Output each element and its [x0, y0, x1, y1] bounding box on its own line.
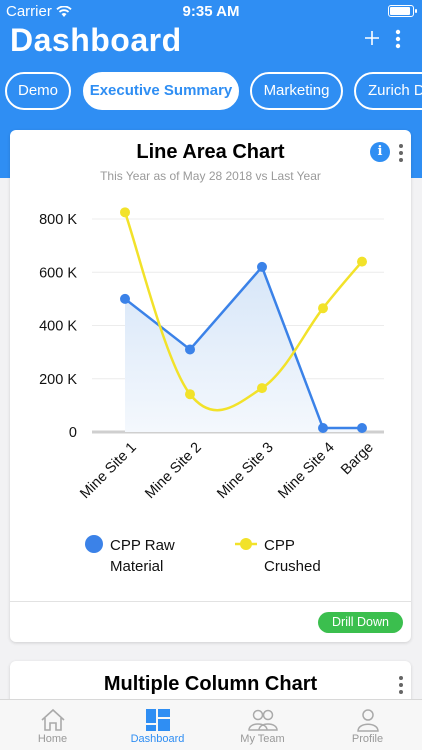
- data-point: [257, 383, 267, 394]
- data-point: [185, 389, 195, 400]
- y-tick-label: 400 K: [39, 319, 77, 335]
- battery-icon: [388, 5, 417, 17]
- bottom-tab-bar: Home Dashboard My Team Profile: [0, 699, 422, 750]
- legend-label-line1: CPP: [264, 537, 295, 554]
- tabbar-home[interactable]: Home: [0, 700, 105, 750]
- status-bar: Carrier 9:35 AM: [0, 0, 422, 22]
- data-point: [120, 207, 130, 218]
- carrier-indicator: Carrier: [6, 3, 72, 20]
- data-point: [120, 293, 130, 304]
- legend-label-line2: Material: [110, 558, 163, 575]
- wifi-icon: [56, 5, 72, 17]
- x-tick-label: Barge: [338, 440, 377, 479]
- more-vertical-icon[interactable]: [391, 27, 405, 51]
- data-point: [318, 423, 328, 434]
- tabbar-profile[interactable]: Profile: [315, 700, 420, 750]
- tabbar-dashboard[interactable]: Dashboard: [105, 700, 210, 750]
- x-tick-label: Mine Site 3: [214, 440, 277, 503]
- home-icon: [41, 708, 65, 731]
- data-point: [357, 423, 367, 434]
- card-menu-icon[interactable]: [398, 144, 404, 162]
- y-tick-label: 0: [69, 425, 77, 441]
- tabbar-my-team-label: My Team: [240, 733, 285, 745]
- info-icon[interactable]: i: [370, 142, 390, 162]
- x-tick-label: Mine Site 2: [142, 440, 205, 503]
- chart-subtitle: This Year as of May 28 2018 vs Last Year: [100, 169, 321, 183]
- x-tick-label: Mine Site 1: [77, 440, 140, 503]
- tabbar-dashboard-label: Dashboard: [130, 733, 185, 745]
- page-title: Dashboard: [10, 22, 182, 58]
- tabbar-home-label: Home: [37, 733, 68, 745]
- status-time: 9:35 AM: [182, 3, 240, 20]
- carrier-label: Carrier: [6, 3, 52, 20]
- tab-executive-summary[interactable]: Executive Summary: [83, 72, 239, 110]
- tabbar-profile-label: Profile: [351, 733, 384, 745]
- dashboard-tabs: Demo Executive Summary Marketing Zurich …: [0, 72, 422, 112]
- data-point: [257, 261, 267, 272]
- data-point: [357, 256, 367, 267]
- series-area-0: [125, 266, 362, 432]
- legend-marker-raw: [85, 535, 103, 553]
- legend-marker-crushed: [240, 538, 252, 550]
- line-area-chart-card: Line Area Chart This Year as of May 28 2…: [10, 130, 411, 642]
- y-tick-label: 600 K: [39, 265, 77, 281]
- tab-zurich[interactable]: Zurich D: [354, 72, 422, 110]
- card2-menu-icon[interactable]: [398, 676, 404, 694]
- profile-icon: [357, 709, 379, 732]
- dashboard-icon: [146, 709, 170, 731]
- card-divider: [10, 601, 411, 602]
- legend-label-line2: Crushed: [264, 558, 321, 575]
- tabbar-my-team[interactable]: My Team: [210, 700, 315, 750]
- card2-title: Multiple Column Chart: [103, 673, 318, 695]
- y-tick-label: 800 K: [39, 212, 77, 228]
- chart-title: Line Area Chart: [136, 141, 285, 163]
- drill-down-button[interactable]: Drill Down: [318, 612, 403, 633]
- x-tick-label: Mine Site 4: [275, 440, 338, 503]
- add-icon[interactable]: [360, 26, 384, 50]
- legend-label-line1: CPP Raw: [110, 537, 175, 554]
- tab-marketing[interactable]: Marketing: [250, 72, 343, 110]
- team-icon: [248, 709, 278, 731]
- tab-demo[interactable]: Demo: [5, 72, 71, 110]
- y-tick-label: 200 K: [39, 372, 77, 388]
- data-point: [318, 303, 328, 314]
- data-point: [185, 344, 195, 355]
